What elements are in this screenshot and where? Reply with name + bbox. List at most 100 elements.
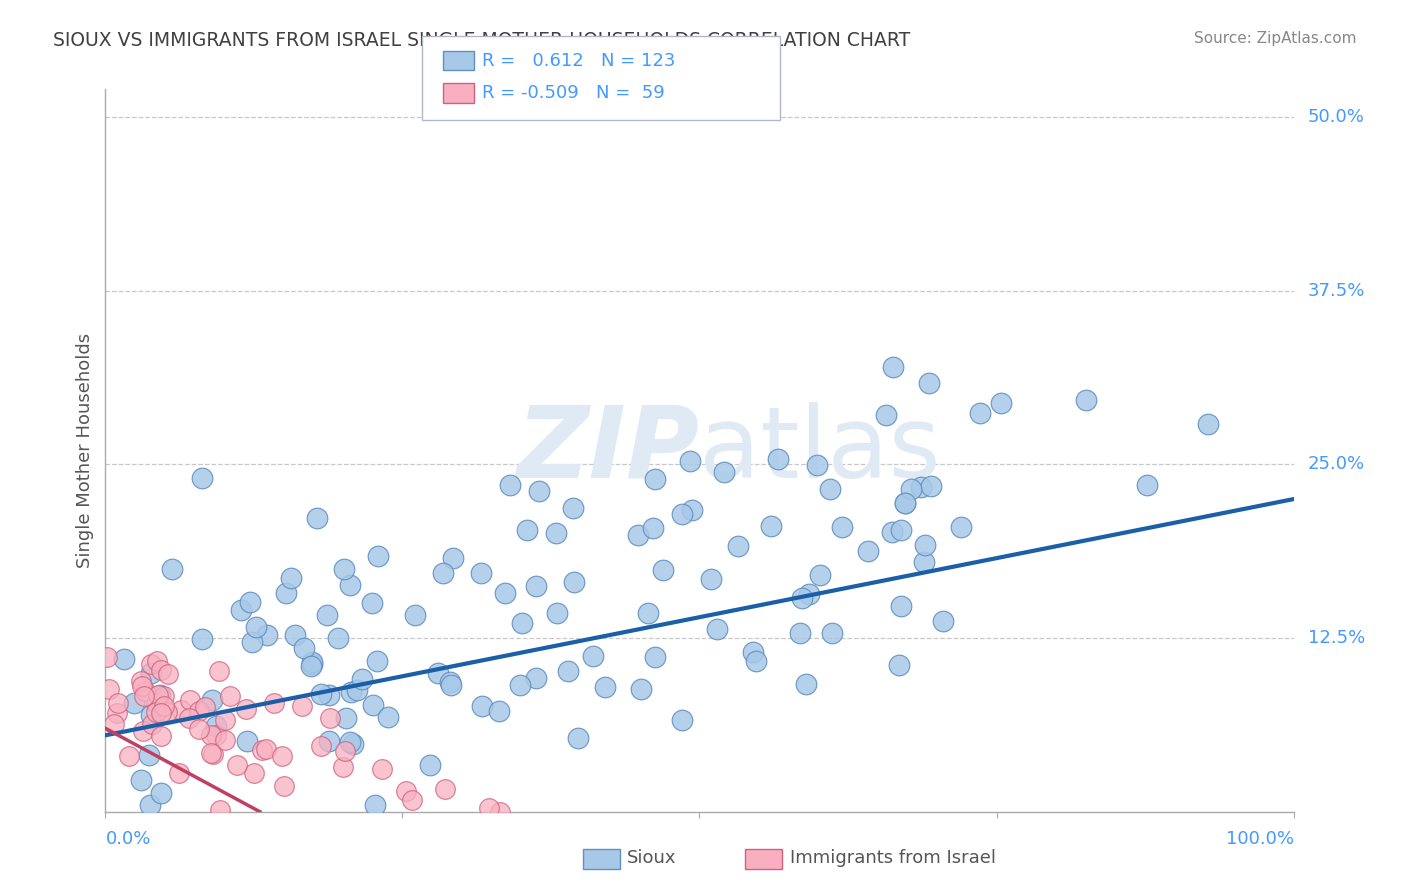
Point (339, 578, 361, 592)
Point (361, 596, 384, 610)
Point (214, 713, 236, 727)
Point (141, 717, 163, 731)
Point (187, 723, 209, 737)
Point (441, 551, 464, 566)
Point (700, 572, 723, 586)
Point (499, 478, 522, 492)
Point (150, 786, 173, 800)
Point (488, 704, 510, 718)
Point (366, 654, 388, 668)
Point (346, 682, 368, 697)
Point (226, 758, 249, 772)
Point (529, 484, 551, 499)
Point (200, 746, 222, 760)
Point (150, 663, 173, 677)
Point (644, 650, 666, 665)
Point (797, 587, 820, 601)
Point (139, 666, 162, 681)
Point (207, 665, 229, 679)
Point (509, 678, 531, 692)
Point (1197, 417, 1219, 432)
Point (191, 632, 214, 646)
Point (218, 689, 240, 703)
Point (637, 606, 659, 620)
Point (744, 654, 766, 668)
Point (671, 508, 693, 522)
Text: SIOUX VS IMMIGRANTS FROM ISRAEL SINGLE MOTHER HOUSEHOLDS CORRELATION CHART: SIOUX VS IMMIGRANTS FROM ISRAEL SINGLE M… (53, 31, 911, 50)
Point (931, 614, 953, 628)
Point (179, 693, 201, 707)
Point (516, 524, 538, 538)
Point (364, 797, 387, 812)
Point (339, 735, 361, 749)
Point (713, 465, 735, 479)
Point (250, 743, 273, 757)
Point (671, 713, 693, 727)
Point (235, 702, 257, 716)
Point (243, 766, 266, 780)
Point (910, 480, 932, 494)
Point (949, 520, 972, 534)
Point (118, 749, 141, 764)
Point (156, 666, 179, 681)
Point (107, 696, 129, 710)
Point (759, 518, 782, 533)
Point (214, 732, 236, 747)
Point (510, 615, 533, 630)
Point (439, 674, 461, 689)
Point (889, 657, 911, 672)
Point (96, 649, 118, 664)
Point (706, 622, 728, 636)
Point (145, 654, 167, 668)
Point (187, 704, 209, 718)
Point (567, 731, 589, 745)
Point (138, 747, 160, 762)
Point (821, 626, 844, 640)
Point (153, 689, 176, 703)
Point (789, 626, 811, 640)
Point (145, 705, 167, 719)
Point (326, 631, 349, 645)
Point (153, 698, 176, 713)
Point (914, 538, 936, 552)
Point (742, 645, 765, 659)
Point (105, 706, 128, 720)
Point (432, 566, 454, 580)
Text: 25.0%: 25.0% (1308, 455, 1365, 474)
Point (256, 628, 278, 642)
Point (301, 657, 323, 672)
Point (335, 711, 357, 725)
Point (132, 689, 155, 703)
Point (332, 760, 354, 774)
Point (593, 680, 616, 694)
Point (342, 737, 364, 751)
Point (129, 674, 152, 689)
Point (204, 728, 226, 742)
Point (139, 708, 162, 723)
Point (471, 698, 494, 713)
Point (644, 472, 666, 486)
Point (149, 688, 172, 702)
Point (245, 620, 267, 634)
Point (309, 687, 332, 701)
Point (990, 396, 1012, 410)
Point (301, 655, 323, 669)
Point (134, 684, 156, 698)
Point (201, 692, 224, 706)
Text: Sioux: Sioux (627, 849, 676, 867)
Point (239, 595, 262, 609)
Point (177, 711, 200, 725)
Point (274, 585, 297, 599)
Point (333, 744, 356, 758)
Point (790, 591, 813, 605)
Point (315, 607, 337, 622)
Point (122, 697, 145, 711)
Point (339, 684, 361, 698)
Point (478, 800, 501, 814)
Point (433, 782, 456, 797)
Point (318, 688, 340, 702)
Point (561, 500, 583, 515)
Point (309, 739, 332, 753)
Point (806, 458, 828, 472)
Point (630, 681, 652, 696)
